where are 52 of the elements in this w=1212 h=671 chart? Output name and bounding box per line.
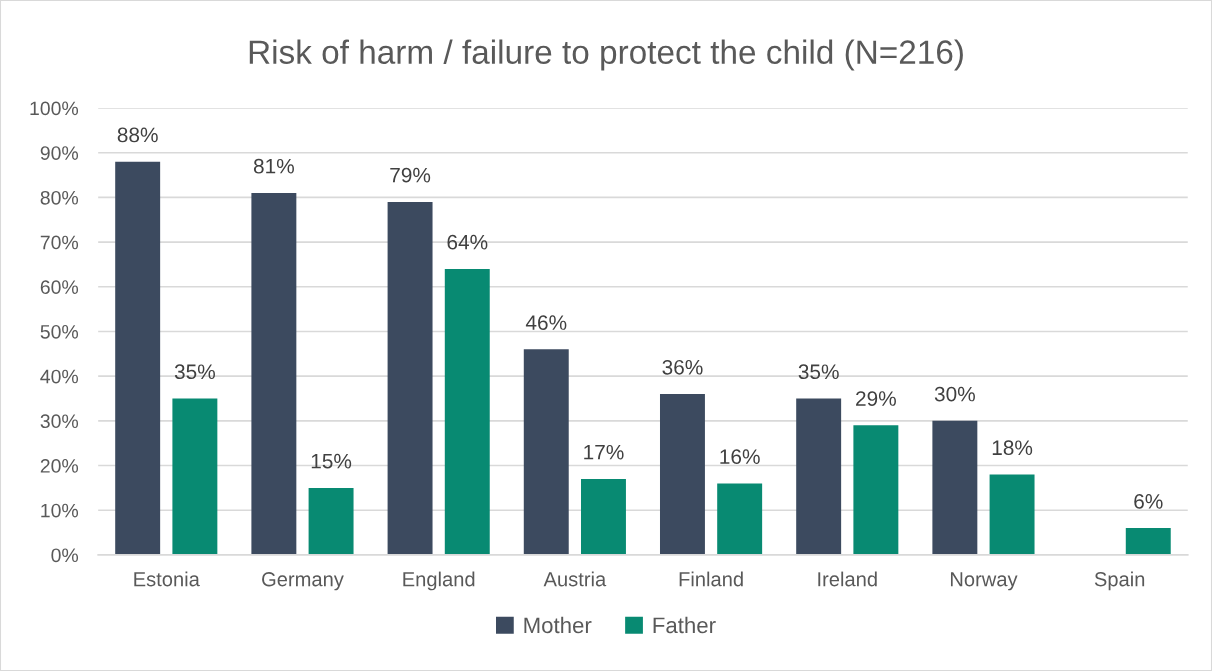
bar bbox=[115, 161, 161, 555]
legend-label: Mother bbox=[524, 616, 592, 634]
bar bbox=[308, 487, 354, 555]
x-tick-label: England bbox=[403, 571, 475, 591]
y-tick-label: 90% bbox=[40, 146, 79, 160]
y-tick-label: 100% bbox=[30, 101, 79, 116]
bar bbox=[523, 349, 569, 555]
data-label: 46% bbox=[525, 315, 567, 330]
bar bbox=[1125, 528, 1171, 555]
chart-title: Risk of harm / failure to protect the child (N=216) bbox=[249, 39, 963, 71]
bar bbox=[387, 201, 433, 555]
x-tick-label: Austria bbox=[543, 571, 607, 587]
x-tick-label: Ireland bbox=[818, 571, 877, 587]
legend-label: Father bbox=[653, 616, 716, 634]
y-tick-label: 80% bbox=[40, 190, 79, 205]
data-label: 18% bbox=[992, 440, 1033, 456]
bar bbox=[989, 474, 1035, 555]
x-tick-label: Estonia bbox=[134, 571, 200, 587]
bar bbox=[853, 425, 899, 555]
data-label: 35% bbox=[798, 364, 839, 380]
data-label: 64% bbox=[447, 234, 488, 250]
data-label: 15% bbox=[311, 453, 352, 469]
data-label: 81% bbox=[253, 158, 294, 174]
bar bbox=[659, 394, 705, 555]
y-tick-label: 0% bbox=[51, 548, 79, 563]
x-tick-label: Spain bbox=[1094, 571, 1145, 591]
bar bbox=[444, 268, 490, 555]
y-tick-label: 10% bbox=[41, 503, 79, 518]
bar bbox=[581, 478, 626, 555]
data-label: 6% bbox=[1134, 493, 1163, 509]
y-tick-label: 30% bbox=[40, 414, 79, 429]
data-label: 17% bbox=[584, 444, 624, 460]
y-tick-label: 60% bbox=[40, 280, 79, 295]
data-label: 88% bbox=[117, 127, 158, 143]
bar bbox=[717, 483, 763, 555]
data-label: 29% bbox=[856, 391, 896, 406]
x-tick-label: Norway bbox=[950, 572, 1018, 591]
data-label: 16% bbox=[720, 449, 760, 465]
x-tick-label: Germany bbox=[262, 572, 344, 591]
y-tick-label: 70% bbox=[40, 235, 79, 250]
bar bbox=[251, 192, 297, 555]
data-label: 35% bbox=[174, 364, 215, 380]
y-tick-label: 20% bbox=[40, 459, 79, 473]
y-tick-label: 50% bbox=[40, 324, 79, 339]
data-label: 30% bbox=[934, 386, 975, 402]
data-label: 79% bbox=[390, 167, 431, 183]
x-tick-label: Finland bbox=[679, 571, 743, 587]
bar bbox=[932, 420, 978, 555]
y-tick-label: 40% bbox=[40, 369, 79, 384]
data-label: 36% bbox=[662, 359, 703, 375]
bar bbox=[172, 398, 218, 555]
bar bbox=[796, 398, 842, 555]
